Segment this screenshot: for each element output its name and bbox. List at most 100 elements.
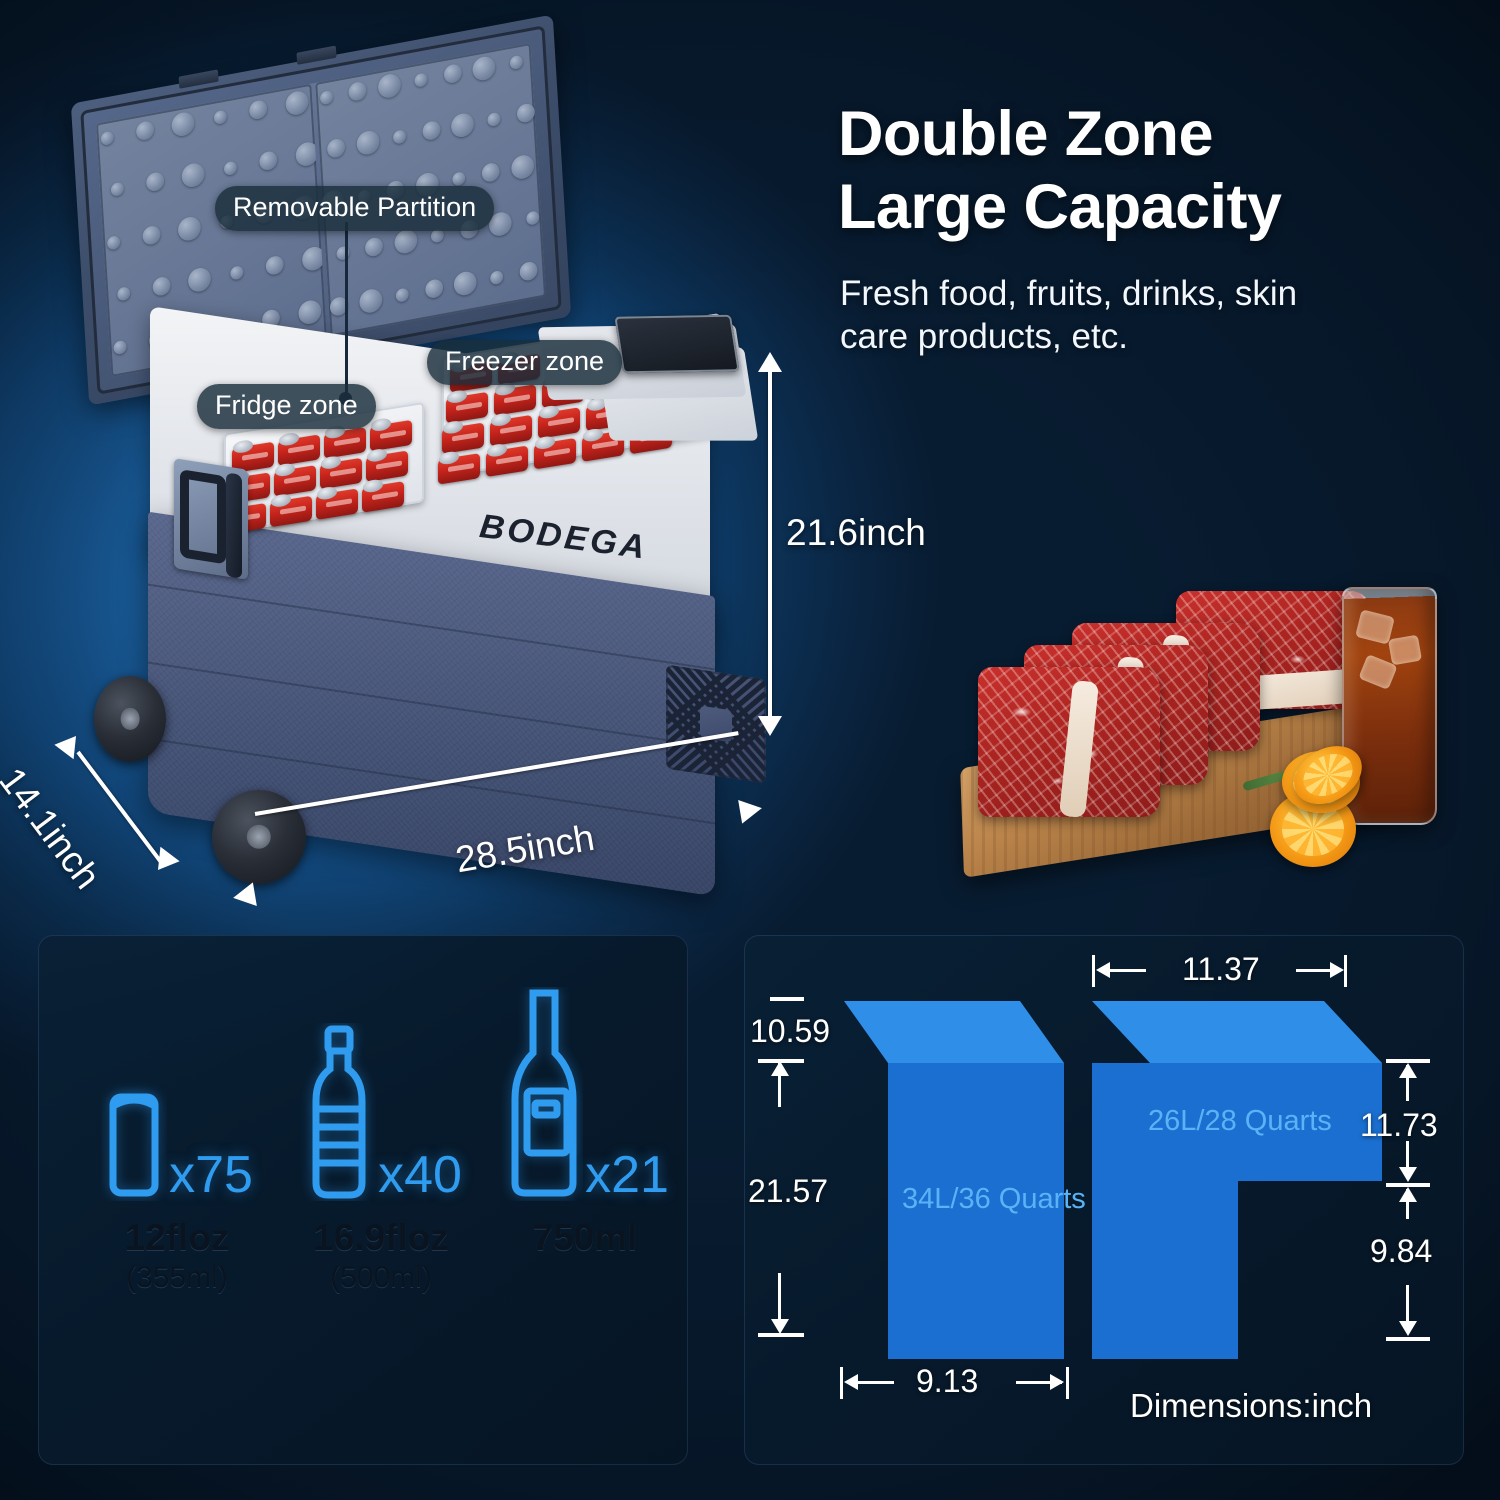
tick-913-left bbox=[840, 1367, 843, 1399]
dim-label-1059: 10.59 bbox=[750, 1013, 831, 1049]
lid-dimple bbox=[355, 128, 380, 157]
lid-dimple bbox=[297, 298, 322, 326]
headline-line-1: Double Zone bbox=[838, 99, 1213, 169]
handle-rod bbox=[226, 472, 242, 579]
lid-dimple bbox=[177, 214, 202, 243]
wine-bottle-icon bbox=[511, 989, 577, 1197]
lid-dimple bbox=[326, 137, 346, 159]
dim-913-head-left bbox=[844, 1374, 858, 1390]
lid-dimple bbox=[249, 99, 268, 121]
lid-dimple bbox=[509, 54, 523, 70]
tick-913-right bbox=[1066, 1367, 1069, 1399]
dim-label-913: 9.13 bbox=[916, 1363, 979, 1399]
capacity-main-bottle: 16.9floz bbox=[313, 1217, 449, 1258]
dim-label-1173: 11.73 bbox=[1360, 1107, 1438, 1143]
lid-dimple bbox=[393, 227, 418, 255]
wheel-rear bbox=[94, 676, 166, 762]
lid-dimple bbox=[284, 89, 309, 117]
lid-dimple bbox=[213, 109, 228, 125]
lid-dimple bbox=[294, 140, 319, 168]
lid-dimple bbox=[110, 181, 124, 197]
headline-line-2: Large Capacity bbox=[838, 172, 1282, 243]
callout-fridge-zone: Fridge zone bbox=[197, 384, 376, 430]
dimensions-unit-note: Dimensions:inch bbox=[1130, 1387, 1373, 1424]
lid-dimple bbox=[170, 110, 195, 138]
dim-913-head-right bbox=[1050, 1374, 1064, 1390]
lid-dimple bbox=[319, 89, 333, 105]
lid-dimple bbox=[180, 161, 205, 189]
lid-dimple bbox=[414, 71, 428, 88]
lid-dimple bbox=[116, 285, 131, 302]
subhead-line-2: care products, etc. bbox=[840, 317, 1128, 357]
beverage-can bbox=[362, 481, 404, 513]
capacity-main-can: 12floz bbox=[124, 1217, 230, 1258]
lid-dimple bbox=[424, 278, 444, 300]
lid-dimple bbox=[490, 269, 504, 285]
lid-dimple bbox=[450, 111, 475, 139]
compartment-box-right: 26L/28 Quarts bbox=[1092, 1001, 1382, 1359]
tick-1137-left bbox=[1092, 955, 1095, 987]
volume-label-right: 26L/28 Quarts bbox=[1148, 1105, 1332, 1137]
dim-1173-shaft-bottom bbox=[1406, 1141, 1409, 1171]
lid-dimple bbox=[516, 102, 536, 124]
soda-can-icon bbox=[109, 1093, 159, 1197]
lid-dimple bbox=[141, 224, 161, 247]
dim-1059-arrow-shaft bbox=[778, 1063, 781, 1107]
lid-dimple bbox=[519, 260, 538, 282]
capacity-item-bottle: x40 16.9floz (500ml) bbox=[276, 1023, 486, 1295]
width-arrow-head-right bbox=[738, 796, 764, 824]
width-arrow-head-left bbox=[231, 882, 257, 910]
lid-dimple bbox=[525, 209, 540, 226]
capacity-item-wine: x21 750ml bbox=[490, 987, 680, 1261]
wheel-front bbox=[212, 790, 306, 884]
dim-1173-head-top bbox=[1399, 1063, 1417, 1078]
lid-dimple bbox=[187, 265, 212, 294]
tick-1137-right bbox=[1344, 955, 1347, 987]
dim-984-head-bottom bbox=[1399, 1321, 1417, 1336]
lid-dimple bbox=[452, 170, 466, 187]
lid-dimple bbox=[145, 171, 165, 193]
lid-dimple bbox=[364, 236, 384, 258]
dim-2157-arrow-shaft bbox=[778, 1273, 781, 1321]
dim-913-shaft-left bbox=[848, 1381, 894, 1384]
lid-dimple bbox=[230, 264, 244, 281]
lid-dimple bbox=[472, 54, 497, 82]
lid-dimple bbox=[481, 161, 500, 184]
side-handle[interactable] bbox=[174, 458, 248, 580]
brand-logo: BODEGA bbox=[477, 507, 650, 567]
water-bottle-icon bbox=[312, 1025, 366, 1199]
dim-1173-head-bottom bbox=[1399, 1167, 1417, 1182]
dim-984-head-top bbox=[1399, 1187, 1417, 1202]
height-arrow-head-bottom bbox=[758, 716, 782, 736]
lid-dimple bbox=[443, 63, 462, 85]
handle-grip bbox=[180, 469, 226, 565]
tick-1059-top bbox=[770, 997, 804, 1001]
capacity-item-can: x75 12floz (355ml) bbox=[82, 1053, 272, 1295]
capacity-main-wine: 750ml bbox=[532, 1217, 638, 1258]
lid-dimple bbox=[395, 286, 409, 303]
callout-removable-partition: Removable Partition bbox=[215, 186, 495, 232]
dim-1059-arrow-head bbox=[771, 1061, 789, 1076]
dim-2157-arrow-head bbox=[771, 1319, 789, 1334]
compartment-box-left: 34L/36 Quarts bbox=[844, 1001, 1086, 1359]
lid-dimple bbox=[300, 244, 326, 272]
lid-dimple bbox=[348, 80, 368, 103]
partition-leader-line bbox=[345, 222, 348, 398]
height-arrow-line bbox=[768, 368, 772, 720]
lid-dimple bbox=[112, 339, 127, 355]
dim-1137-head-left bbox=[1096, 962, 1110, 978]
dim-label-984: 9.84 bbox=[1370, 1233, 1433, 1269]
lid-dimple bbox=[151, 275, 171, 298]
volume-label-left: 34L/36 Quarts bbox=[902, 1183, 1086, 1215]
food-photo bbox=[952, 545, 1472, 885]
lid-dimple bbox=[453, 269, 478, 297]
dim-label-1137: 11.37 bbox=[1182, 951, 1260, 987]
dim-label-2157: 21.57 bbox=[748, 1173, 829, 1209]
height-arrow-head-top bbox=[758, 352, 782, 372]
lid-dimple bbox=[135, 120, 155, 142]
tick-1173-top bbox=[1386, 1059, 1430, 1063]
control-panel-display[interactable] bbox=[614, 314, 740, 374]
beverage-can bbox=[438, 453, 480, 485]
capacity-panel: x75 12floz (355ml) x40 16.9floz (500ml) … bbox=[38, 935, 688, 1465]
page-title: Double Zone Large Capacity bbox=[838, 98, 1498, 244]
